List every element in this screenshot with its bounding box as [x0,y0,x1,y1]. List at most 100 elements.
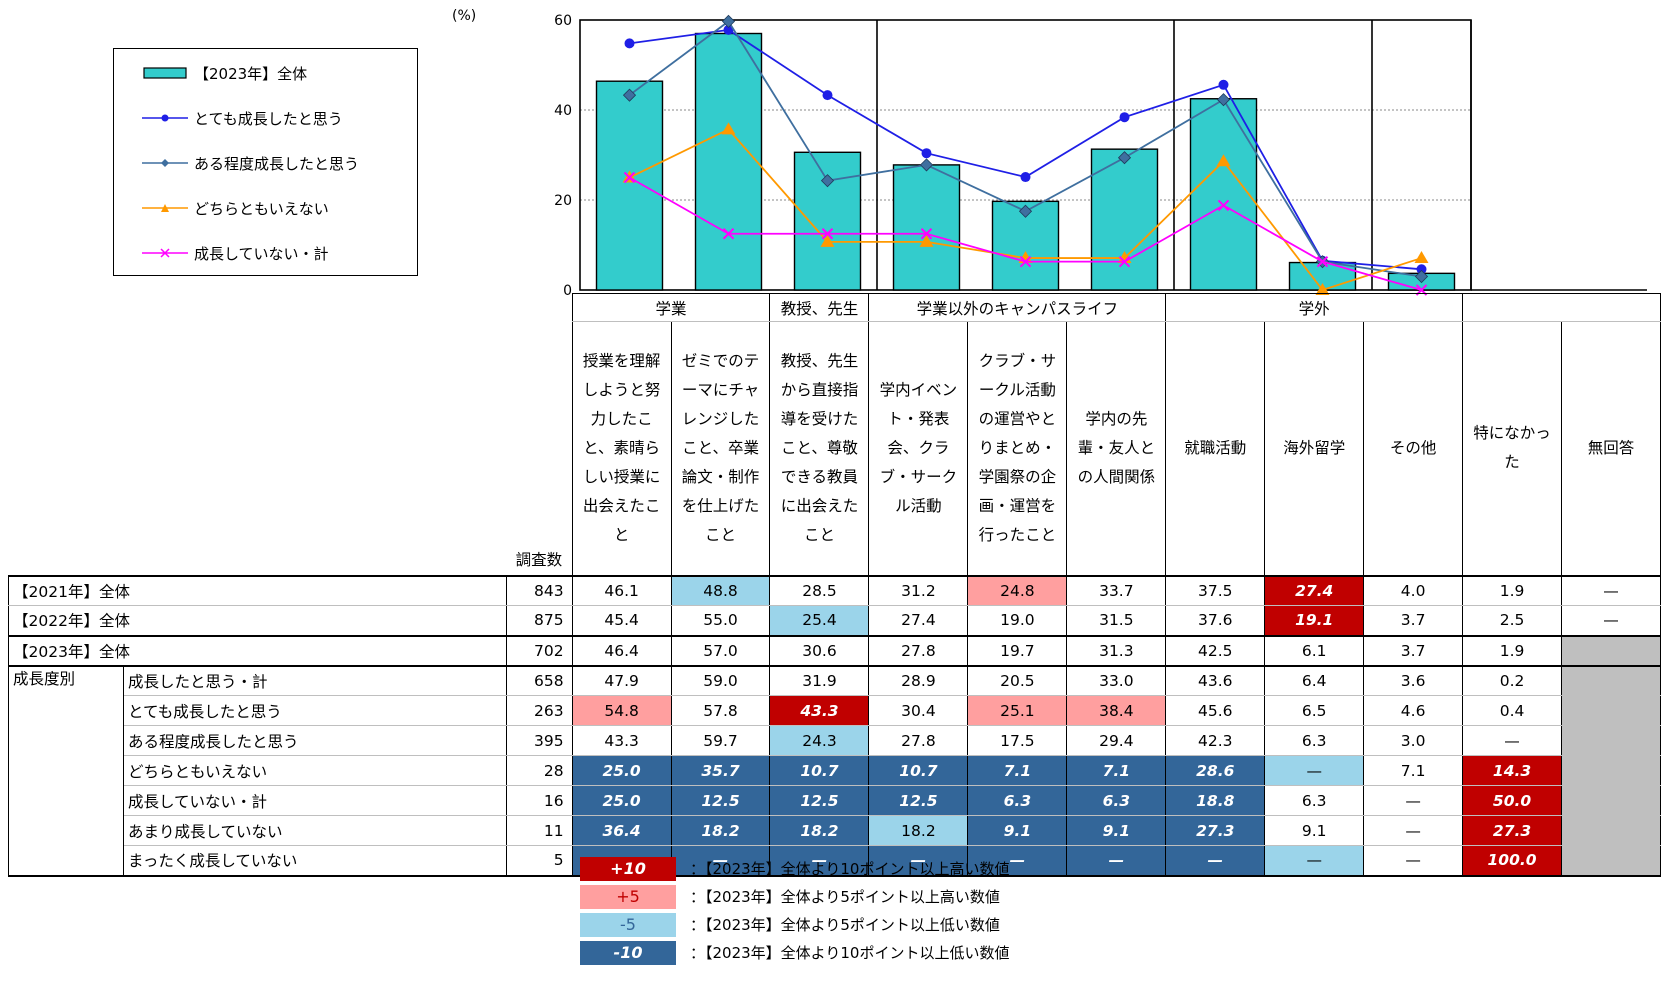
data-cell: — [1561,574,1661,606]
data-cell: 6.3 [1264,785,1365,816]
point-neither [1216,154,1231,167]
data-cell: 25.0 [571,755,672,786]
key-swatch: -5 [580,913,676,937]
data-cell [1561,815,1661,846]
data-cell: 25.0 [571,785,672,816]
data-table: 学業 教授、先生 学業以外のキャンパスライフ 学外 調査数 授業を理解しようと努力したこと… [8,293,1661,877]
data-cell: 19.0 [967,605,1068,637]
data-cell: 9.1 [1264,815,1365,846]
combo-chart: 0 20 40 60 [554,13,1647,299]
data-cell: 28.9 [868,665,969,696]
data-cell: 10.7 [868,755,969,786]
row-label: ある程度成長したと思う [122,725,507,756]
point-very-grown [1119,112,1130,123]
point-not-grown [1019,255,1032,268]
y-tick-label: 20 [554,193,572,209]
n-cell: 843 [505,574,573,606]
data-cell: — [1363,815,1464,846]
data-cell: 4.6 [1363,695,1464,726]
point-not-grown [722,228,735,240]
data-cell: 0.2 [1462,665,1562,696]
point-neither [919,234,934,247]
n-cell: 658 [505,665,573,696]
blank-cell [123,294,506,322]
point-somewhat-grown [1216,93,1231,107]
data-cell: 59.7 [670,725,771,756]
y-tick-label: 40 [554,103,572,119]
data-cell: 30.6 [769,635,870,667]
data-cell [1561,845,1661,877]
data-cell: 59.0 [670,665,771,696]
data-cell: 31.9 [769,665,870,696]
key-swatch: -10 [580,941,676,965]
data-cell: 54.8 [571,695,672,726]
data-cell: 1.9 [1462,574,1562,606]
n-cell: 5 [505,845,573,877]
row-label: 成長したと思う・計 [122,665,507,696]
category-header: 学内イベント・発表会、クラブ・サークル活動 [868,321,969,576]
data-cell: 31.5 [1066,605,1167,637]
data-cell: 46.4 [571,635,672,667]
point-somewhat-grown [919,158,934,172]
data-cell: 10.7 [769,755,870,786]
y-tick-label: 0 [563,283,572,299]
category-header: クラブ・サークル活動の運営やとりまとめ・学園祭の企画・運営を行ったこと [967,321,1068,576]
data-cell: 3.6 [1363,665,1464,696]
data-cell: 6.5 [1264,695,1365,726]
data-cell: 57.8 [670,695,771,726]
point-somewhat-grown [622,88,637,102]
data-cell: 17.5 [967,725,1068,756]
bar-2023-total [892,164,961,291]
point-somewhat-grown [721,14,736,28]
data-cell: 46.1 [571,574,672,606]
data-cell: 48.8 [670,574,771,606]
data-cell: 19.1 [1264,605,1365,637]
n-cell: 395 [505,725,573,756]
point-very-grown [822,90,833,101]
data-cell [1561,635,1661,667]
data-cell: 7.1 [1363,755,1464,786]
y-tick-label: 60 [554,13,572,29]
row-label: 【2022年】全体 [8,605,507,637]
unit-label: (%) [452,8,477,24]
point-not-grown [1316,255,1329,268]
n-cell: 875 [505,605,573,637]
category-header: 無回答 [1561,321,1661,576]
data-cell: 18.2 [670,815,771,846]
data-cell: 27.8 [868,635,969,667]
data-cell: 37.5 [1165,574,1266,606]
data-cell: — [1165,845,1266,877]
n-cell: 263 [505,695,573,726]
data-cell: 3.7 [1363,635,1464,667]
data-cell: 18.8 [1165,785,1266,816]
row-label: 【2023年】全体 [8,635,507,667]
category-header: ゼミでのテーマにチャレンジしたこと、卒業論文・制作を仕上げたこと [670,321,771,576]
legend-label: 成長していない・計 [194,244,329,263]
data-cell [1561,755,1661,786]
bar-2023-total [793,151,862,291]
data-cell: — [1363,845,1464,877]
data-cell: 24.8 [967,574,1068,606]
data-cell: 43.3 [571,725,672,756]
data-cell: 18.2 [868,815,969,846]
data-cell: 57.0 [670,635,771,667]
data-cell: 2.5 [1462,605,1562,637]
data-cell: 47.9 [571,665,672,696]
group-header-blank [1462,293,1661,322]
data-cell: 20.5 [967,665,1068,696]
data-cell: 1.9 [1462,635,1562,667]
data-cell: 9.1 [1066,815,1167,846]
category-header: 就職活動 [1165,321,1266,576]
data-cell: — [1264,755,1365,786]
data-cell [1561,665,1661,696]
n-cell: 16 [505,785,573,816]
data-cell: 27.4 [1264,574,1365,606]
bar-2023-total [1189,98,1258,291]
legend-label: どちらともいえない [194,199,329,218]
data-cell: — [967,845,1068,877]
legend-item-s3: どちらともいえない [142,196,329,220]
data-cell: 38.4 [1066,695,1167,726]
key-description: ：【2023年】全体より5ポイント以上低い数値 [690,916,1000,934]
data-cell: 33.7 [1066,574,1167,606]
legend-label: とても成長したと思う [194,109,343,128]
